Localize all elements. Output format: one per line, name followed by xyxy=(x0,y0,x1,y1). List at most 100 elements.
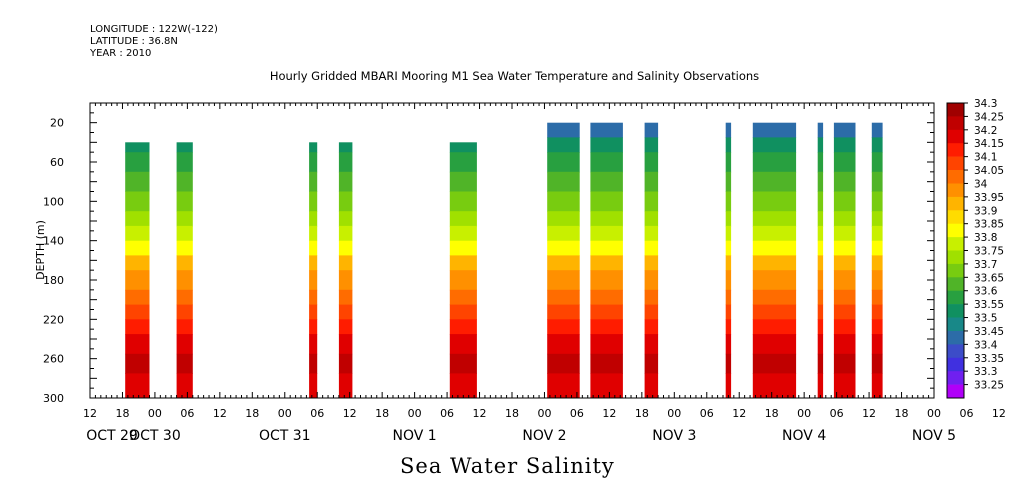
data-column xyxy=(449,142,477,399)
salinity-band xyxy=(833,304,856,320)
salinity-band xyxy=(590,319,623,335)
salinity-band xyxy=(125,191,150,212)
data-column xyxy=(547,122,580,399)
salinity-band xyxy=(725,122,732,138)
salinity-band xyxy=(871,211,883,227)
salinity-band xyxy=(833,122,856,138)
salinity-band xyxy=(338,353,353,374)
data-column xyxy=(644,122,659,399)
salinity-band xyxy=(547,152,580,173)
colorbar-swatch xyxy=(947,384,964,399)
salinity-band xyxy=(817,211,824,227)
data-column xyxy=(176,142,193,399)
salinity-band xyxy=(125,142,150,153)
salinity-band xyxy=(833,334,856,355)
chart-title: Hourly Gridded MBARI Mooring M1 Sea Wate… xyxy=(269,69,760,83)
y-tick-label: 20 xyxy=(50,117,64,130)
salinity-band xyxy=(817,240,824,256)
location-metadata: LONGITUDE : 122W(-122) LATITUDE : 36.8N … xyxy=(90,24,218,60)
salinity-band xyxy=(309,225,318,242)
salinity-band xyxy=(752,255,797,271)
salinity-band xyxy=(590,137,623,153)
x-tick-label: 18 xyxy=(505,407,519,420)
salinity-band xyxy=(833,171,856,192)
y-tick-label: 180 xyxy=(43,274,64,287)
x-day-label: OCT 30 xyxy=(129,428,181,444)
salinity-band xyxy=(338,152,353,173)
colorbar-label: 34.15 xyxy=(974,138,1004,150)
salinity-band xyxy=(817,122,824,138)
x-day-label: NOV 1 xyxy=(393,428,437,444)
salinity-band xyxy=(590,240,623,256)
salinity-band xyxy=(176,319,193,335)
salinity-band xyxy=(644,137,659,153)
colorbar-swatch xyxy=(947,183,964,198)
salinity-band xyxy=(176,152,193,173)
colorbar-label: 33.95 xyxy=(974,192,1004,204)
axes: 12 18 00 06 12 18 00 06 12 18 00 06 12 18 00 06 12 18 00 06… xyxy=(34,102,1006,444)
salinity-band xyxy=(833,353,856,374)
colorbar-label: 33.85 xyxy=(974,219,1004,231)
colorbar-swatch xyxy=(947,170,964,184)
salinity-band xyxy=(547,373,580,399)
salinity-band xyxy=(833,255,856,271)
colorbar-label: 34.25 xyxy=(974,111,1004,123)
y-tick-label: 140 xyxy=(43,235,64,248)
salinity-band xyxy=(833,319,856,335)
salinity-band xyxy=(644,373,659,399)
colorbar-swatch xyxy=(947,357,964,372)
salinity-band xyxy=(725,289,732,306)
salinity-band xyxy=(125,353,150,374)
x-day-label: NOV 3 xyxy=(652,428,696,444)
salinity-band xyxy=(547,137,580,153)
salinity-band xyxy=(125,152,150,173)
colorbar-swatch xyxy=(947,223,964,238)
salinity-band xyxy=(817,319,824,335)
x-tick-label: 18 xyxy=(245,407,259,420)
salinity-band xyxy=(871,240,883,256)
salinity-band xyxy=(752,137,797,153)
colorbar-swatch xyxy=(947,129,964,144)
colorbar-label: 33.3 xyxy=(974,366,997,378)
salinity-band xyxy=(871,122,883,138)
salinity-band xyxy=(725,270,732,291)
salinity-band xyxy=(752,270,797,291)
colorbar-label: 33.45 xyxy=(974,326,1004,338)
salinity-band xyxy=(125,319,150,335)
salinity-band xyxy=(338,211,353,227)
salinity-band xyxy=(817,289,824,306)
data-column xyxy=(833,122,856,399)
salinity-band xyxy=(833,152,856,173)
x-tick-label: 00 xyxy=(537,407,551,420)
salinity-band xyxy=(309,304,318,320)
x-tick-label: 18 xyxy=(895,407,909,420)
x-tick-label: 18 xyxy=(765,407,779,420)
salinity-band xyxy=(590,171,623,192)
x-tick-label: 18 xyxy=(375,407,389,420)
salinity-band xyxy=(590,289,623,306)
salinity-band xyxy=(725,240,732,256)
salinity-band xyxy=(338,319,353,335)
salinity-band xyxy=(752,353,797,374)
salinity-band xyxy=(752,191,797,212)
salinity-band xyxy=(725,152,732,173)
salinity-band xyxy=(176,289,193,306)
colorbar-label: 33.5 xyxy=(974,313,997,325)
colorbar-swatch xyxy=(947,196,964,211)
salinity-band xyxy=(547,255,580,271)
salinity-band xyxy=(752,289,797,306)
salinity-band xyxy=(725,191,732,212)
colorbar-label: 33.65 xyxy=(974,272,1004,284)
colorbar-swatch xyxy=(947,103,964,117)
salinity-band xyxy=(752,152,797,173)
colorbar-swatch xyxy=(947,290,964,305)
salinity-band xyxy=(449,353,477,374)
salinity-band xyxy=(176,171,193,192)
salinity-band xyxy=(309,373,318,399)
colorbar-label: 33.9 xyxy=(974,205,997,217)
salinity-band xyxy=(817,334,824,355)
colorbar-swatch xyxy=(947,371,964,385)
salinity-band xyxy=(644,171,659,192)
